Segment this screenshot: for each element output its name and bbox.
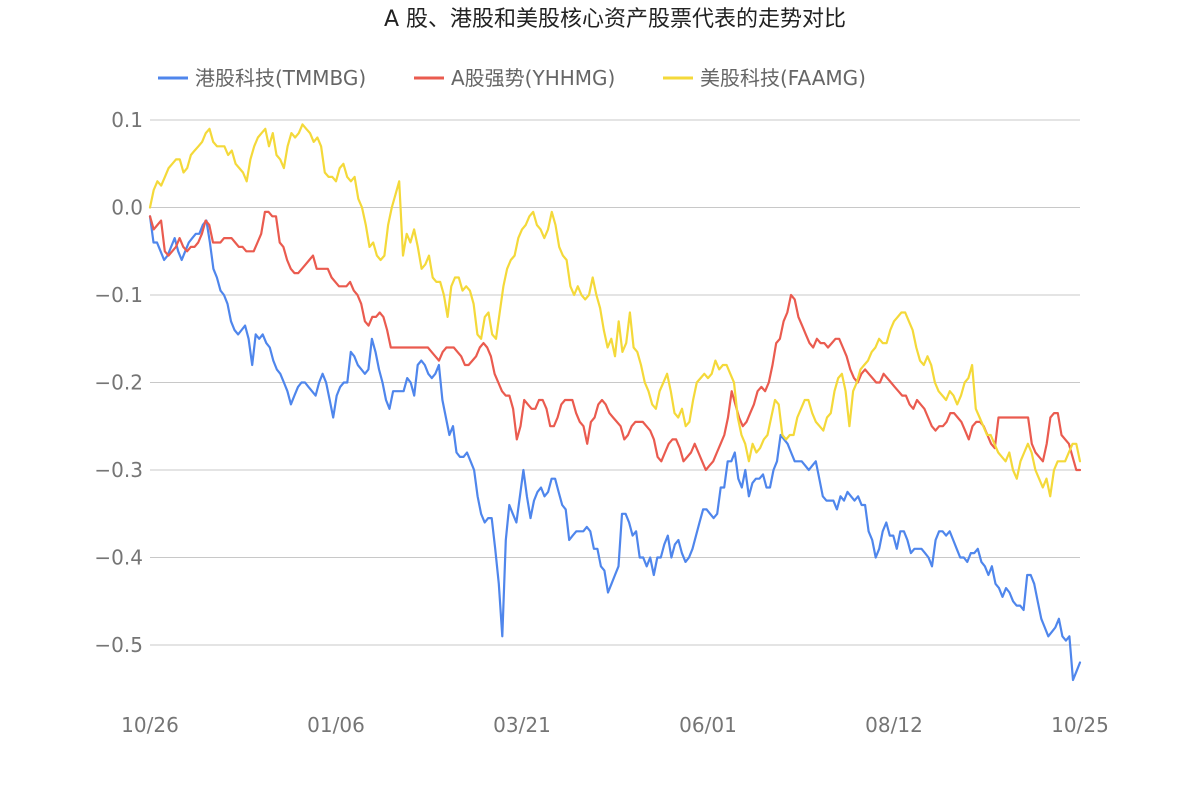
series-lines bbox=[148, 123, 1082, 682]
y-tick-label: 0.1 bbox=[111, 108, 143, 132]
legend-label-a-share: A股强势(YHHMG) bbox=[451, 66, 615, 90]
y-axis: 0.1 0.0 −0.1 −0.2 −0.3 −0.4 −0.5 bbox=[94, 108, 143, 657]
x-tick-label: 06/01 bbox=[679, 713, 737, 737]
y-tick-label: −0.2 bbox=[94, 371, 143, 395]
x-tick-label: 01/06 bbox=[307, 713, 365, 737]
y-tick-label: 0.0 bbox=[111, 196, 143, 220]
gridlines bbox=[150, 119, 1080, 646]
x-tick-label: 08/12 bbox=[865, 713, 923, 737]
series-line-us-tech bbox=[148, 123, 1082, 498]
x-tick-label: 10/26 bbox=[121, 713, 179, 737]
legend-label-hk-tech: 港股科技(TMMBG) bbox=[195, 66, 366, 90]
legend-label-us-tech: 美股科技(FAAMG) bbox=[700, 66, 866, 90]
chart-title: A 股、港股和美股核心资产股票代表的走势对比 bbox=[384, 7, 846, 32]
y-tick-label: −0.4 bbox=[94, 546, 143, 570]
y-tick-label: −0.5 bbox=[94, 633, 143, 657]
x-axis: 10/26 01/06 03/21 06/01 08/12 10/25 bbox=[121, 713, 1109, 737]
x-tick-label: 10/25 bbox=[1051, 713, 1109, 737]
series-line-a-share bbox=[148, 210, 1082, 472]
series-line-hk-tech bbox=[148, 215, 1082, 682]
legend: 港股科技(TMMBG) A股强势(YHHMG) 美股科技(FAAMG) bbox=[158, 66, 866, 90]
y-tick-label: −0.1 bbox=[94, 283, 143, 307]
y-tick-label: −0.3 bbox=[94, 458, 143, 482]
x-tick-label: 03/21 bbox=[493, 713, 551, 737]
